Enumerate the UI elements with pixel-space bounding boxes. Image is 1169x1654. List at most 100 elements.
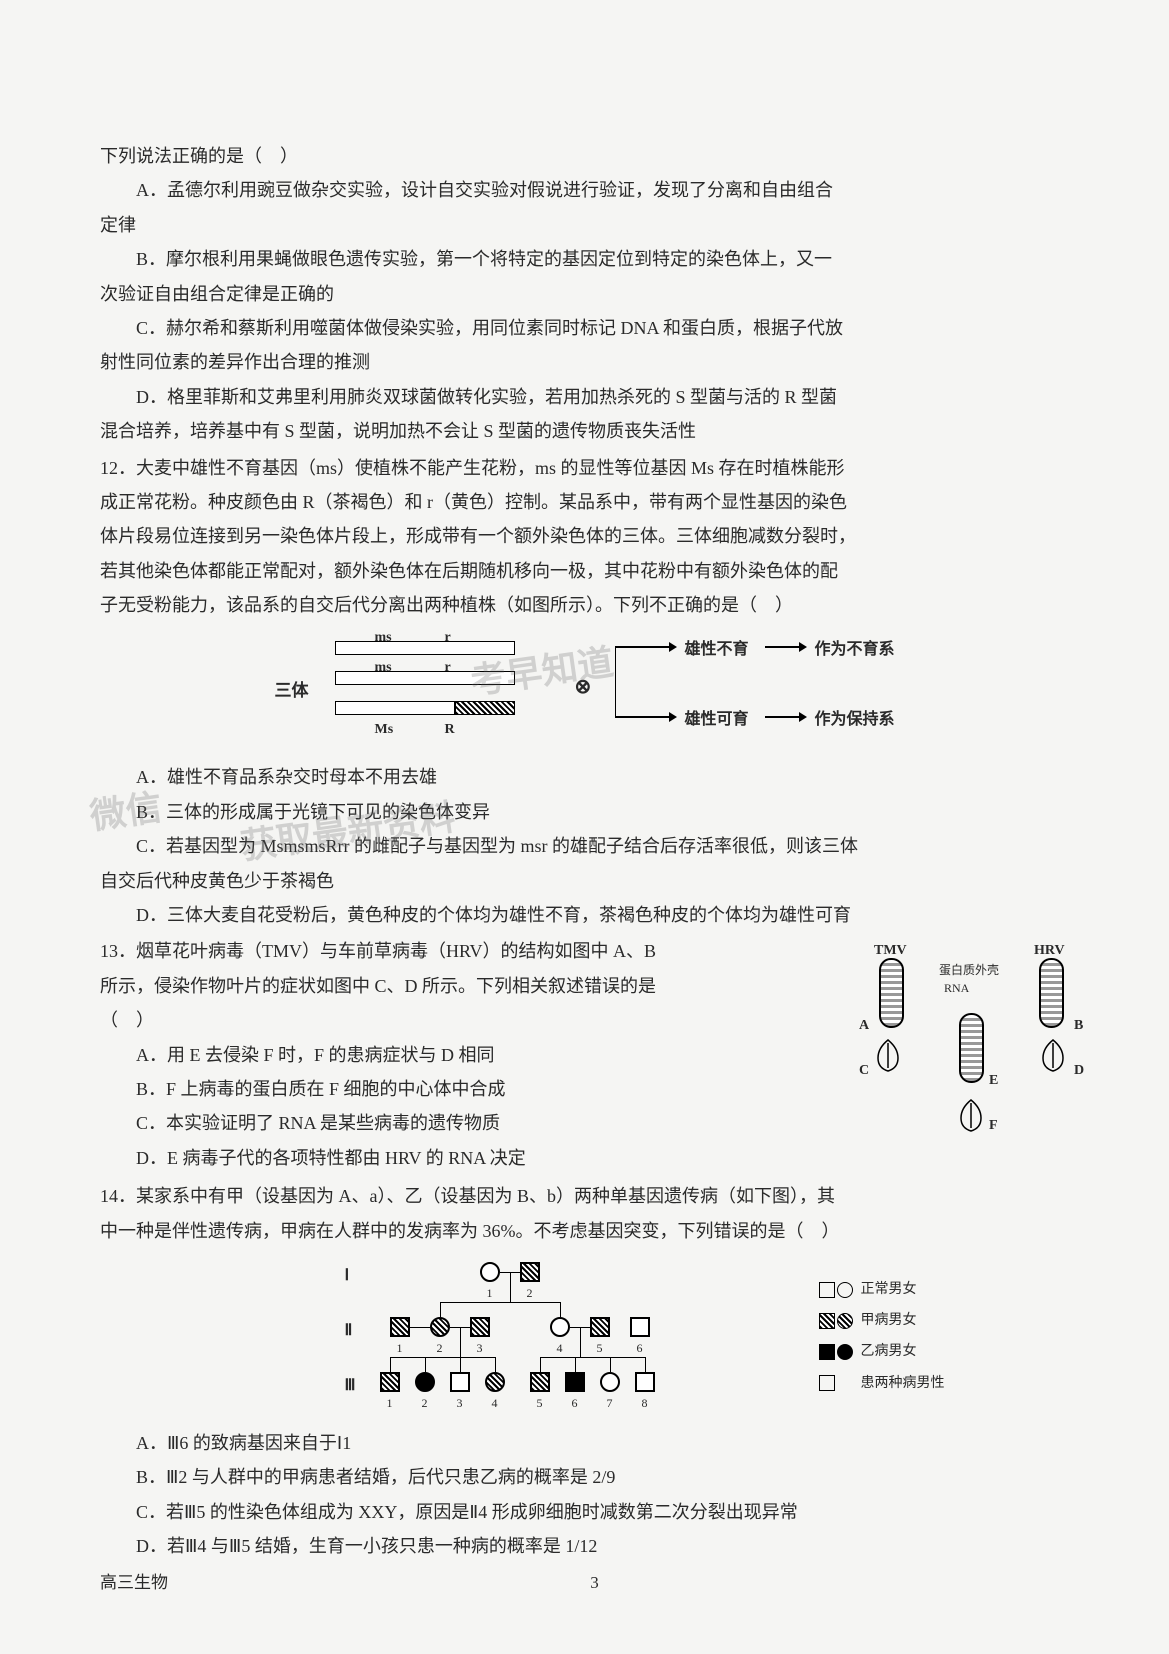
q11-optB-2: 次验证自由组合定律是正确的 [100, 278, 1089, 310]
gene-ms-2: ms [375, 655, 392, 680]
legend-square-normal [819, 1282, 835, 1298]
arrow-4 [765, 716, 805, 718]
ii-5 [590, 1317, 610, 1337]
q12-line1: 12．大麦中雄性不育基因（ms）使植株不能产生花粉，ms 的显性等位基因 Ms … [100, 452, 1089, 484]
line-v5d [495, 1357, 497, 1372]
q12-optB: B．三体的形成属于光镜下可见的染色体变异 [100, 796, 1089, 828]
gene-R: R [445, 717, 455, 742]
footer-subject: 高三生物 [100, 1568, 168, 1599]
ii-6 [630, 1317, 650, 1337]
q11-optA-1: A．孟德尔利用豌豆做杂交实验，设计自交实验对假说进行验证，发现了分离和自由组合 [100, 174, 1089, 206]
chromosome-1 [335, 641, 515, 655]
iii8-num: 8 [642, 1393, 648, 1415]
legend-jia: 甲病男女 [861, 1308, 917, 1333]
bracket-line [615, 646, 617, 716]
q14-line1: 14．某家系中有甲（设基因为 A、a）、乙（设基因为 B、b）两种单基因遗传病（… [100, 1180, 1089, 1212]
legend-circle-yi [837, 1344, 853, 1360]
chromosome-2 [335, 671, 515, 685]
gen3-label: Ⅲ [345, 1372, 356, 1401]
line-v5a [390, 1357, 392, 1372]
label-b: B [1074, 1013, 1083, 1038]
arrow-2 [615, 716, 675, 718]
line-v7a [540, 1357, 542, 1372]
label-d: D [1074, 1058, 1084, 1083]
q14-pedigree: Ⅰ Ⅱ Ⅲ 1 2 1 2 3 4 5 6 [100, 1257, 1089, 1417]
legend-normal: 正常男女 [861, 1277, 917, 1302]
q11-optD-2: 混合培养，培养基中有 S 型菌，说明加热不会让 S 型菌的遗传物质丧失活性 [100, 415, 1089, 447]
iii-8 [635, 1372, 655, 1392]
gene-ms-1: ms [375, 625, 392, 650]
result-1b: 作为不育系 [815, 636, 895, 665]
iii3-num: 3 [457, 1393, 463, 1415]
rna-label: RNA [944, 978, 969, 1000]
ii-3 [470, 1317, 490, 1337]
iii-6 [565, 1372, 585, 1392]
q11-optC-1: C．赫尔希和蔡斯利用噬菌体做侵染实验，用同位素同时标记 DNA 和蛋白质，根据子… [100, 312, 1089, 344]
q12-optC-1: C．若基因型为 MsmsmsRrr 的雌配子与基因型为 msr 的雄配子结合后存… [100, 830, 1089, 862]
arrow-3 [765, 646, 805, 648]
q11-stem: 下列说法正确的是（ ） [100, 140, 1089, 172]
legend-square-yi [819, 1344, 835, 1360]
q12-line3: 体片段易位连接到另一染色体片段上，形成带有一个额外染色体的三体。三体细胞减数分裂… [100, 520, 1089, 552]
q11-optD-1: D．格里菲斯和艾弗里利用肺炎双球菌做转化实验，若用加热杀死的 S 型菌与活的 R… [100, 381, 1089, 413]
q13-optD: D．E 病毒子代的各项特性都由 HRV 的 RNA 决定 [100, 1142, 1089, 1174]
line-v3 [560, 1302, 562, 1317]
leaf-d [1039, 1038, 1067, 1073]
iii-1 [380, 1372, 400, 1392]
line-v2 [440, 1302, 442, 1317]
q12-line2: 成正常花粉。种皮颜色由 R（茶褐色）和 r（黄色）控制。某品系中，带有两个显性基… [100, 486, 1089, 518]
virus-tmv [879, 958, 904, 1028]
iii5-num: 5 [537, 1393, 543, 1415]
virus-hrv [1039, 958, 1064, 1028]
iii-4 [485, 1372, 505, 1392]
page-number: 3 [590, 1568, 599, 1599]
legend-yi: 乙病男女 [861, 1339, 917, 1364]
line-v7b [575, 1357, 577, 1372]
ii-1 [390, 1317, 410, 1337]
legend-square-both [819, 1375, 835, 1391]
i-2 [520, 1262, 540, 1282]
legend-both: 患两种病男性 [861, 1371, 945, 1396]
line-v5c [460, 1357, 462, 1372]
page-footer: 高三生物 3 [100, 1568, 1089, 1599]
pedigree-legend: 正常男女 甲病男女 乙病男女 患两种病男性 [819, 1277, 945, 1402]
leaf-c [874, 1038, 902, 1073]
q14-optB: B．Ⅲ2 与人群中的甲病患者结婚，后代只患乙病的概率是 2/9 [100, 1461, 1089, 1493]
q14-line2: 中一种是伴性遗传病，甲病在人群中的发病率为 36%。不考虑基因突变，下列错误的是… [100, 1215, 1089, 1247]
line-v5b [425, 1357, 427, 1372]
q14-optA: A．Ⅲ6 的致病基因来自于Ⅰ1 [100, 1427, 1089, 1459]
line-v6 [580, 1327, 582, 1357]
iii7-num: 7 [607, 1393, 613, 1415]
iii-7 [600, 1372, 620, 1392]
q11-optA-2: 定律 [100, 209, 1089, 241]
line-h1 [440, 1302, 560, 1304]
q12-optC-2: 自交后代种皮黄色少于茶褐色 [100, 865, 1089, 897]
iii2-num: 2 [422, 1393, 428, 1415]
ii-2 [430, 1317, 450, 1337]
iii-3 [450, 1372, 470, 1392]
gen2-label: Ⅱ [345, 1317, 353, 1346]
chromosome-3b [455, 701, 515, 715]
i-1 [480, 1262, 500, 1282]
result-2a: 雄性可育 [685, 706, 749, 735]
leaf-f [957, 1098, 985, 1133]
q13-diagram: TMV HRV 蛋白质外壳 RNA A B E C D F [859, 938, 1089, 1138]
iii6-num: 6 [572, 1393, 578, 1415]
chromosome-3a [335, 701, 455, 715]
legend-circle-normal [837, 1282, 853, 1298]
line-v7d [645, 1357, 647, 1372]
q12-diagram: 三体 ms r ms r Ms R ⊗ 雄性不育 作为不育系 雄性可育 [100, 631, 1089, 751]
ii-4 [550, 1317, 570, 1337]
gen1-label: Ⅰ [345, 1262, 350, 1291]
gene-r-2: r [445, 655, 451, 680]
line-h3 [390, 1357, 495, 1359]
arrow-1 [615, 646, 675, 648]
line-h2a [410, 1327, 430, 1329]
label-c: C [859, 1058, 869, 1083]
q14-optC: C．若Ⅲ5 的性染色体组成为 XXY，原因是Ⅱ4 形成卵细胞时减数第二次分裂出现… [100, 1496, 1089, 1528]
legend-square-jia [819, 1313, 835, 1329]
q12-line5: 子无受粉能力，该品系的自交后代分离出两种植株（如图所示）。下列不正确的是（ ） [100, 589, 1089, 621]
q12-optD: D．三体大麦自花受粉后，黄色种皮的个体均为雄性不育，茶褐色种皮的个体均为雄性可育 [100, 899, 1089, 931]
iii4-num: 4 [492, 1393, 498, 1415]
result-2b: 作为保持系 [815, 706, 895, 735]
